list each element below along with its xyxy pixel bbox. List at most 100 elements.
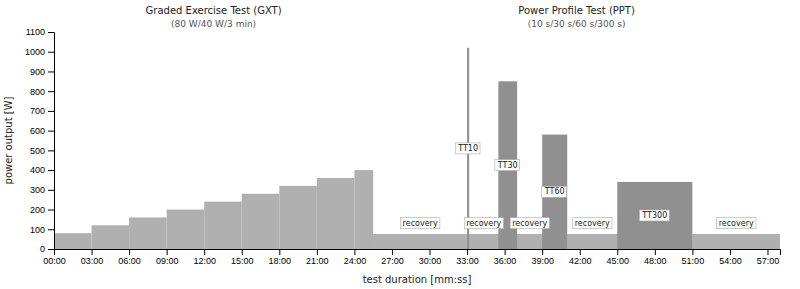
x-axis-title: test duration [mm:ss]: [363, 274, 472, 285]
tick-label: 03:00: [81, 256, 104, 266]
data-label: TT30: [497, 161, 518, 170]
tick-label: 600: [30, 126, 45, 136]
bar-series: [373, 234, 780, 249]
tick: 15:00: [231, 249, 254, 266]
tick-label: 18:00: [269, 256, 292, 266]
tick-mark: [48, 52, 54, 53]
segment-label: TT300: [639, 210, 669, 221]
tick-label: 57:00: [757, 256, 780, 266]
bar: [129, 217, 167, 249]
bar: [242, 194, 280, 249]
tick-label: 42:00: [569, 256, 592, 266]
tick-mark: [242, 249, 243, 255]
tick-mark: [580, 249, 581, 255]
tick: 48:00: [644, 249, 667, 266]
segment-label: recovery: [401, 218, 440, 229]
bar-series: [373, 48, 780, 249]
segment-label: recovery: [717, 218, 756, 229]
annotation-title: Graded Exercise Test (GXT): [146, 5, 282, 16]
bar: [517, 234, 542, 249]
tick-mark: [204, 249, 205, 255]
tick-mark: [48, 131, 54, 132]
tick: 800: [30, 87, 54, 97]
tick: 200: [30, 205, 54, 215]
tick-label: 51:00: [682, 256, 705, 266]
tick-label: 100: [30, 225, 45, 235]
data-label: TT60: [544, 187, 565, 196]
tick-label: 400: [30, 165, 45, 175]
data-label: recovery: [719, 219, 754, 228]
tick: 12:00: [193, 249, 216, 266]
tick-mark: [354, 249, 355, 255]
tick-label: 700: [30, 106, 45, 116]
tick-mark: [48, 190, 54, 191]
label-box: [639, 210, 669, 221]
tick-label: 06:00: [118, 256, 141, 266]
tick-mark: [392, 249, 393, 255]
tick-mark: [467, 249, 468, 255]
annotation: Power Profile Test (PPT)(10 s/30 s/60 s/…: [518, 5, 635, 29]
tick: 36:00: [494, 249, 517, 266]
bar: [469, 234, 498, 249]
tick: 600: [30, 126, 54, 136]
bars: [54, 48, 780, 249]
bar: [279, 186, 317, 249]
tick: 1000: [25, 47, 54, 57]
tick: 21:00: [306, 249, 329, 266]
tick-mark: [730, 249, 731, 255]
tick-label: 09:00: [156, 256, 179, 266]
tick-label: 1100: [26, 27, 45, 37]
tick-label: 54:00: [719, 256, 742, 266]
tick: 18:00: [269, 249, 292, 266]
tick-label: 45:00: [607, 256, 630, 266]
tick-mark: [48, 210, 54, 211]
tick: 54:00: [719, 249, 742, 266]
tick: 500: [30, 146, 54, 156]
tick-label: 36:00: [494, 256, 517, 266]
chart: 00:00 03:00 06:00 09:00 12:00 15:00 18:00 21:00…: [0, 0, 800, 289]
tick: 03:00: [81, 249, 104, 266]
tick-label: 33:00: [456, 256, 479, 266]
tick-label: 900: [30, 67, 45, 77]
bar: [692, 234, 780, 249]
bar: [54, 233, 92, 249]
label-box: [464, 218, 503, 229]
tick: 39:00: [531, 249, 554, 266]
tick: 00:00: [43, 249, 66, 266]
tick-mark: [279, 249, 280, 255]
label-box: [401, 218, 440, 229]
tick-mark: [48, 91, 54, 92]
data-label: recovery: [575, 219, 610, 228]
segment-label: TT10: [455, 143, 480, 154]
data-label: recovery: [512, 219, 547, 228]
tick: 24:00: [344, 249, 367, 266]
tick: 30:00: [419, 249, 442, 266]
tick-mark: [48, 32, 54, 33]
tick-mark: [317, 249, 318, 255]
annotation-subtitle: (80 W/40 W/3 min): [171, 19, 256, 29]
tick: 27:00: [381, 249, 404, 266]
tick-mark: [48, 229, 54, 230]
annotation-title: Power Profile Test (PPT): [518, 5, 635, 16]
tick-mark: [430, 249, 431, 255]
bar: [567, 234, 617, 249]
tick-mark: [48, 170, 54, 171]
tick-mark: [542, 249, 543, 255]
tick-mark: [617, 249, 618, 255]
data-label: TT10: [457, 144, 478, 153]
segment-label: recovery: [573, 218, 612, 229]
tick-label: 39:00: [531, 256, 554, 266]
annotation: Graded Exercise Test (GXT) (80 W/40 W/3 m…: [146, 5, 282, 29]
bar: [317, 178, 355, 249]
tick-mark: [692, 249, 693, 255]
segment-label: TT30: [495, 160, 520, 171]
tick-label: 15:00: [231, 256, 254, 266]
label-box: [455, 143, 480, 154]
bar: [92, 225, 130, 249]
tick-label: 00:00: [43, 256, 66, 266]
tick: 33:00: [456, 249, 479, 266]
tick: 51:00: [682, 249, 705, 266]
bar: [373, 234, 780, 249]
tick: 400: [30, 165, 54, 175]
segment-labels: recovery TT10 recovery TT30 recovery TT60 reco…: [401, 143, 756, 229]
